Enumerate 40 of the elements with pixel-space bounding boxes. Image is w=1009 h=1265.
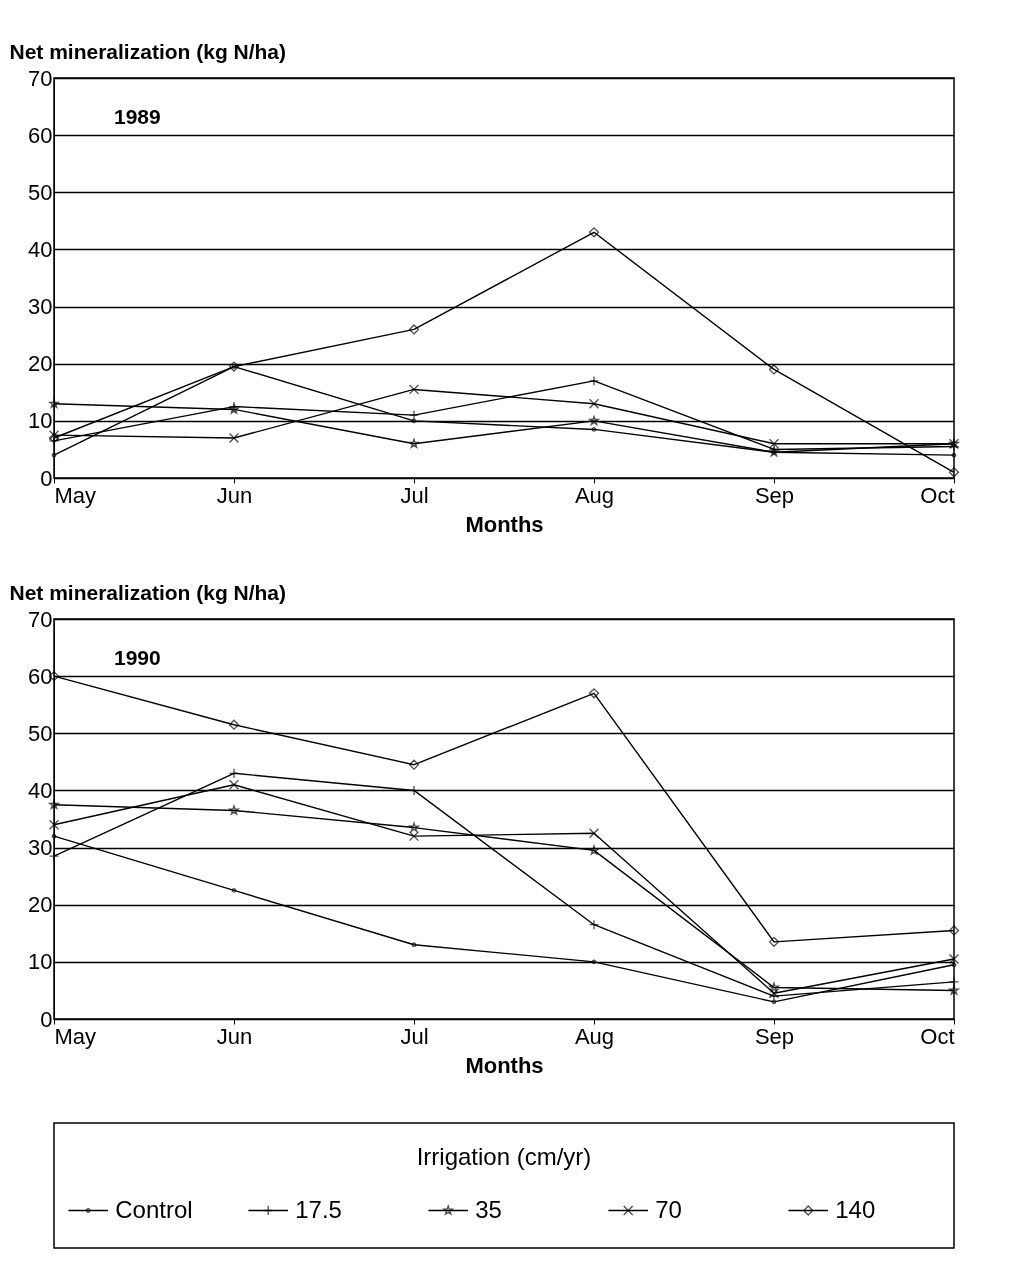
x-tick-label: Jun — [216, 482, 253, 508]
y-tick-label: 0 — [40, 465, 53, 491]
legend-label: 17.5 — [295, 1195, 342, 1223]
x-tick-label: Oct — [920, 1023, 955, 1049]
y-tick-label: 40 — [28, 236, 53, 262]
x-tick-label: Aug — [574, 482, 615, 508]
y-tick-label: 70 — [28, 606, 53, 632]
legend-label: 35 — [475, 1195, 502, 1223]
x-axis-title: Months — [465, 511, 544, 537]
x-tick-label: Jul — [400, 482, 429, 508]
legend-title: Irrigation (cm/yr) — [416, 1143, 592, 1170]
y-tick-label: 20 — [28, 351, 53, 377]
y-tick-label: 50 — [28, 720, 53, 746]
x-tick-label: Oct — [920, 482, 955, 508]
y-tick-label: 60 — [28, 122, 53, 148]
annotation: 1990 — [114, 646, 161, 669]
x-tick-label: Jun — [216, 1023, 253, 1049]
legend-label: 140 — [835, 1195, 876, 1223]
y-axis-title: Net mineralization (kg N/ha) — [9, 580, 287, 604]
y-tick-label: 40 — [28, 777, 53, 803]
x-tick-label: Sep — [754, 482, 795, 508]
y-tick-label: 20 — [28, 892, 53, 918]
x-tick-label: Sep — [754, 1023, 795, 1049]
y-axis-title: Net mineralization (kg N/ha) — [9, 39, 287, 63]
x-tick-label: Jul — [400, 1023, 429, 1049]
annotation: 1989 — [114, 105, 161, 128]
y-tick-label: 60 — [28, 663, 53, 689]
x-tick-label: May — [54, 1023, 97, 1049]
legend-label: 70 — [655, 1195, 682, 1223]
y-tick-label: 30 — [28, 294, 53, 320]
legend-label: Control — [115, 1195, 193, 1223]
y-tick-label: 10 — [28, 408, 53, 434]
y-tick-label: 50 — [28, 179, 53, 205]
x-tick-label: Aug — [574, 1023, 615, 1049]
x-tick-label: May — [54, 482, 97, 508]
y-tick-label: 10 — [28, 949, 53, 975]
y-tick-label: 70 — [28, 65, 53, 91]
x-axis-title: Months — [465, 1052, 544, 1078]
y-tick-label: 0 — [40, 1006, 53, 1032]
y-tick-label: 30 — [28, 835, 53, 861]
